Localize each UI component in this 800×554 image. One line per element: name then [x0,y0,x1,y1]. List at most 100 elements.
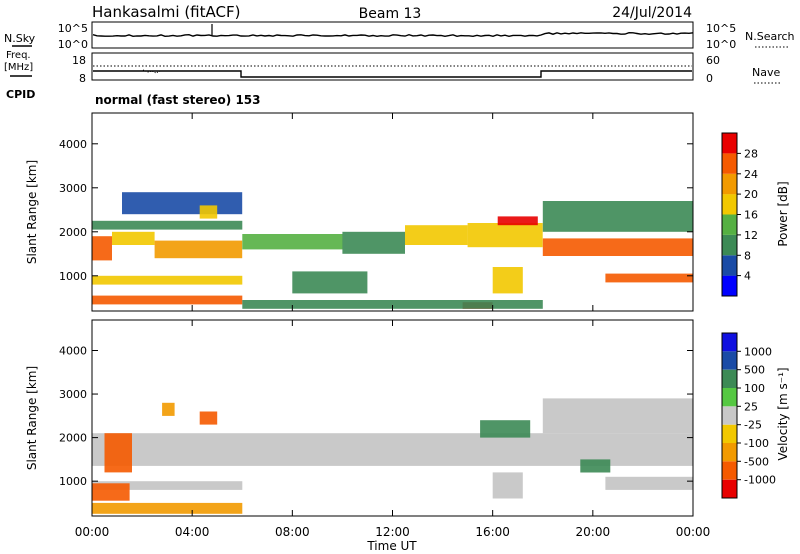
x-tick-label-1: 04:00 [175,525,210,539]
power-colorbar-swatch-0 [722,275,737,296]
station-title: Hankasalmi (fitACF) [92,3,240,21]
power-colorbar-swatch-4 [722,194,737,215]
time-x-axis: 00:00 04:00 08:00 12:00 16:00 20:00 00:00 [75,113,711,539]
power-colorbar-swatch-5 [722,173,737,195]
beam-title: Beam 13 [359,6,422,22]
velocity-colorbar-label-7: -1000 [744,474,776,487]
freq-label-line2: [MHz] [4,62,33,73]
velocity-colorbar-label-1: 500 [744,364,765,377]
power-band-9 [342,231,405,254]
x-tick-label-5: 20:00 [576,525,611,539]
nave-dip [142,69,161,74]
power-colorbar-label-5: 24 [744,168,758,181]
noise-panel [91,21,694,49]
velocity-y-axis: 1000 2000 3000 4000 [59,344,693,488]
velocity-colorbar-label-6: -500 [744,455,769,468]
velocity-ytick-label-3: 4000 [59,344,87,357]
mode-label: normal (fast stereo) 153 [95,93,261,107]
freq-tick-top: 18 [72,54,86,67]
x-tick-label-2: 08:00 [275,525,310,539]
noise-sky-trace [92,31,694,38]
velocity-ytick-label-0: 1000 [59,475,87,488]
power-band-19 [242,300,543,309]
freq-trace [93,70,692,78]
velocity-colorbar-label: Velocity [m s⁻¹] [776,367,790,460]
velocity-band-6 [162,402,175,416]
velocity-colorbar-label-2: 100 [744,382,765,395]
power-colorbar-label-1: 8 [744,249,751,262]
power-band-14 [492,267,523,294]
power-band-16 [605,273,693,283]
velocity-colorbar-label-5: -100 [744,437,769,450]
power-ytick-label-3: 4000 [59,138,87,151]
x-tick-label-0: 00:00 [75,525,110,539]
x-tick-label-6: 00:00 [676,525,711,539]
nave-label: Nave [752,66,780,79]
velocity-band-5 [199,411,218,425]
velocity-y-label: Slant Range [km] [25,366,39,470]
x-axis-label: Time UT [366,539,417,553]
power-band-7 [199,205,218,219]
velocity-colorbar-swatch-0 [722,479,737,498]
power-y-label: Slant Range [km] [25,160,39,264]
velocity-colorbar-swatch-3 [722,424,737,443]
cpid-label: CPID [6,88,35,101]
power-colorbar-label-4: 20 [744,188,758,201]
velocity-colorbar-swatch-2 [722,443,737,462]
power-ytick-label-2: 3000 [59,182,87,195]
power-band-18 [292,271,368,294]
velocity-colorbar: 1000 500 100 25 -25 -100 -500 -1000 [721,332,776,499]
power-colorbar-label-6: 28 [744,147,758,160]
velocity-ytick-label-2: 3000 [59,388,87,401]
velocity-colorbar-swatch-8 [722,333,737,352]
power-band-11 [467,223,543,248]
velocity-band-4 [92,502,243,514]
velocity-heatmap [92,398,694,514]
power-band-15 [542,238,694,256]
power-band-10 [405,225,468,245]
velocity-band-7 [480,420,531,438]
power-colorbar-swatch-3 [722,214,737,235]
power-ytick-label-1: 2000 [59,226,87,239]
power-colorbar-swatch-2 [722,234,737,256]
velocity-band-2 [92,483,130,501]
noise-search-label: N.Search [745,30,795,43]
power-band-2 [154,240,243,259]
power-band-1 [112,231,155,245]
freq-panel [91,52,694,81]
velocity-colorbar-label-0: 1000 [744,345,772,358]
power-colorbar-swatch-1 [722,255,737,276]
x-tick-label-3: 12:00 [375,525,410,539]
power-band-0 [92,236,112,261]
x-tick-label-4: 16:00 [475,525,510,539]
velocity-band-3 [104,433,132,473]
power-band-17 [542,201,694,232]
power-colorbar: 4 8 12 16 20 24 28 [721,132,758,297]
date-title: 24/Jul/2014 [612,5,692,21]
power-colorbar-label-3: 16 [744,209,758,222]
velocity-colorbar-label-4: -25 [744,419,762,432]
velocity-colorbar-label-3: 25 [744,400,758,413]
power-band-12 [497,216,538,226]
velocity-colorbar-swatch-5 [722,388,737,407]
velocity-colorbar-swatch-7 [722,351,737,370]
noise-right-tick-top: 10^5 [706,22,736,35]
power-colorbar-label: Power [dB] [776,181,790,246]
velocity-colorbar-swatch-6 [722,369,737,388]
power-band-4 [92,275,243,285]
velocity-band-9 [542,398,694,434]
noise-sky-label: N.Sky [4,32,36,45]
freq-label-line1: Freq. [6,50,31,61]
power-colorbar-swatch-7 [722,133,737,154]
nave-tick-top: 60 [706,54,720,67]
noise-left-tick-top: 10^5 [58,22,88,35]
power-ytick-label-0: 1000 [59,270,87,283]
power-band-6 [122,192,243,215]
velocity-ytick-label-1: 2000 [59,432,87,445]
power-heatmap [92,192,694,309]
power-band-8 [242,234,343,250]
power-colorbar-label-2: 12 [744,229,758,242]
power-band-5 [92,295,243,305]
velocity-band-11 [492,472,523,499]
velocity-colorbar-swatch-4 [722,406,737,425]
